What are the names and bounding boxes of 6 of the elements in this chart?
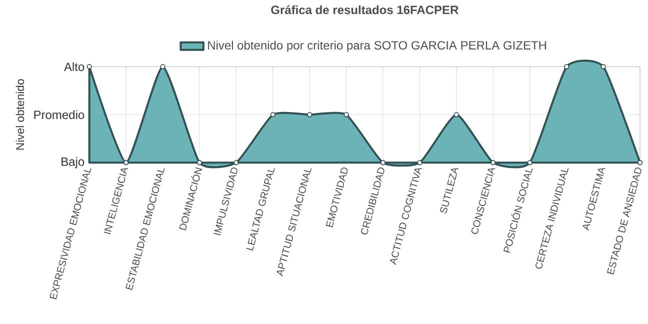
- text: Bajo: [62, 157, 84, 168]
- chart-title: Gráfica de resultados 16FACPER: [271, 5, 458, 14]
- text: Alto: [64, 62, 84, 72]
- y-axis-title: Nivel obtenido: [16, 79, 24, 150]
- legend-label: Nivel obtenido por criterio para SOTO GARCIA PERLA GIZETH: [208, 40, 546, 52]
- text: Promedio: [34, 110, 84, 120]
